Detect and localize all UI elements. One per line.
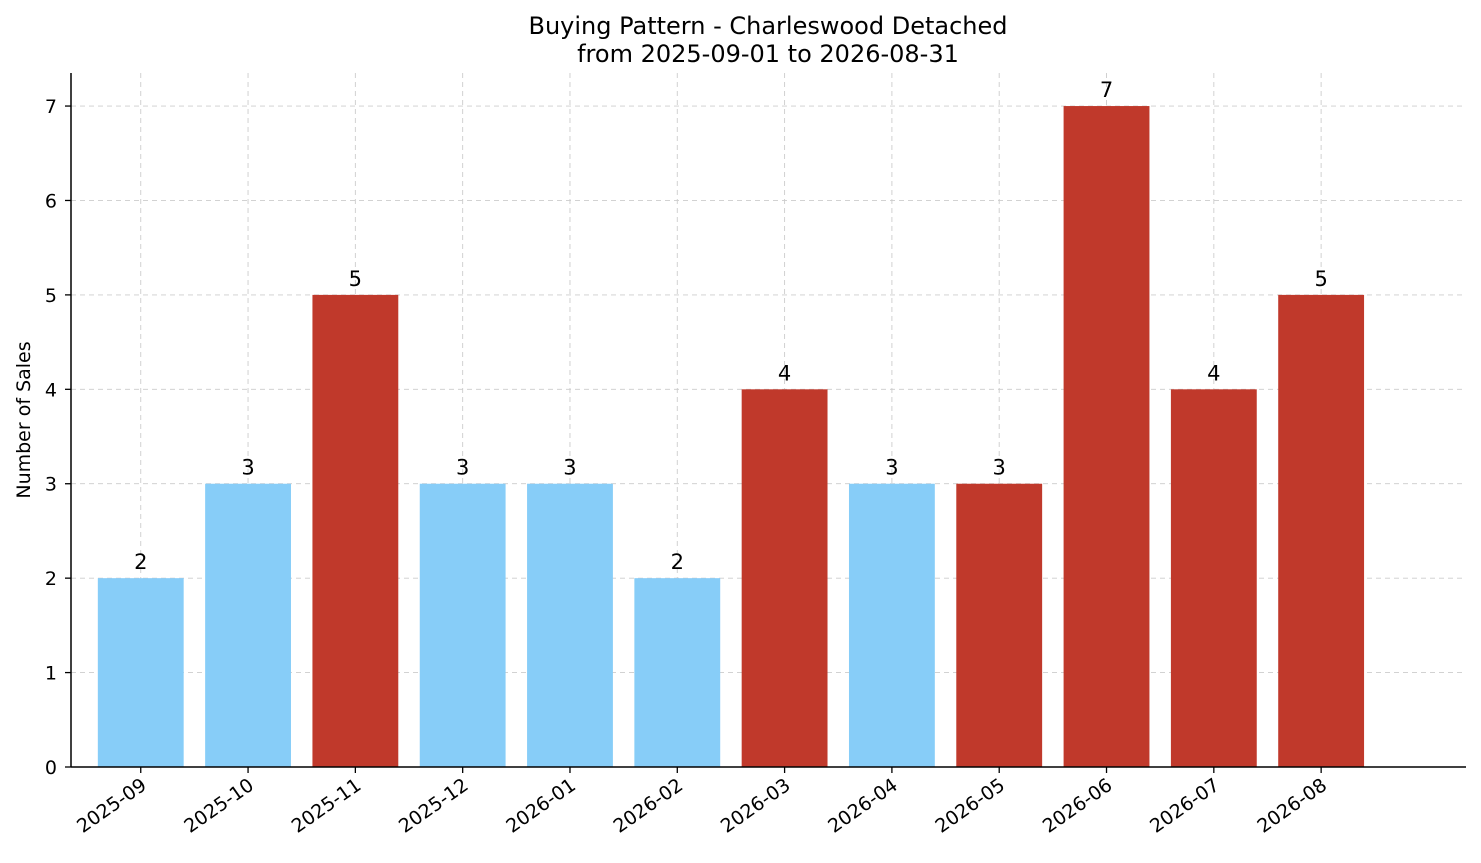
y-tick-label: 7 [45, 96, 57, 118]
chart-subtitle: from 2025-09-01 to 2026-08-31 [577, 40, 959, 68]
x-tick-label: 2026-04 [824, 774, 902, 838]
x-tick-label: 2026-01 [502, 774, 580, 838]
y-tick-label: 0 [45, 757, 57, 779]
x-tick-label: 2026-03 [717, 774, 795, 838]
y-tick-label: 2 [45, 568, 57, 590]
y-tick-label: 3 [45, 474, 57, 496]
data-label: 3 [885, 456, 898, 480]
bar [205, 483, 291, 767]
data-label: 4 [1207, 361, 1220, 385]
x-tick-label: 2026-08 [1253, 774, 1331, 838]
data-label: 3 [456, 456, 469, 480]
data-label: 2 [671, 550, 684, 574]
y-tick-label: 1 [45, 663, 57, 685]
data-label: 3 [563, 456, 576, 480]
data-labels: 2 3 5 3 3 2 4 3 3 7 4 5 [134, 78, 1328, 574]
bar [741, 389, 828, 767]
data-label: 4 [778, 361, 791, 385]
data-label: 2 [134, 550, 147, 574]
bars [97, 106, 1365, 768]
x-tick-label: 2025-09 [73, 774, 151, 838]
bar [1170, 389, 1257, 767]
bar [419, 483, 506, 767]
bar [634, 578, 721, 767]
y-tick-label: 5 [45, 285, 57, 307]
data-label: 3 [241, 456, 254, 480]
data-label: 5 [349, 267, 362, 291]
chart-title: Buying Pattern - Charleswood Detached [529, 12, 1008, 40]
y-tick-label: 4 [45, 379, 57, 401]
bar [1278, 294, 1365, 767]
y-axis-label: Number of Sales [13, 341, 35, 498]
x-tick-label: 2026-06 [1039, 774, 1117, 838]
bar [956, 483, 1043, 767]
x-tick-label: 2026-05 [931, 774, 1009, 838]
x-tick-label: 2026-07 [1146, 774, 1224, 838]
bar [527, 483, 613, 767]
bar [848, 483, 935, 767]
x-tick-label: 2025-12 [395, 774, 473, 838]
bar [1063, 106, 1150, 768]
data-label: 3 [993, 456, 1006, 480]
y-tick-label: 6 [45, 190, 57, 212]
x-tick-label: 2026-02 [610, 774, 688, 838]
data-label: 7 [1100, 78, 1113, 102]
x-tick-label: 2025-10 [180, 774, 258, 838]
data-label: 5 [1314, 267, 1327, 291]
x-tick-label: 2025-11 [288, 774, 366, 838]
bar [97, 578, 184, 767]
bar [312, 294, 399, 767]
